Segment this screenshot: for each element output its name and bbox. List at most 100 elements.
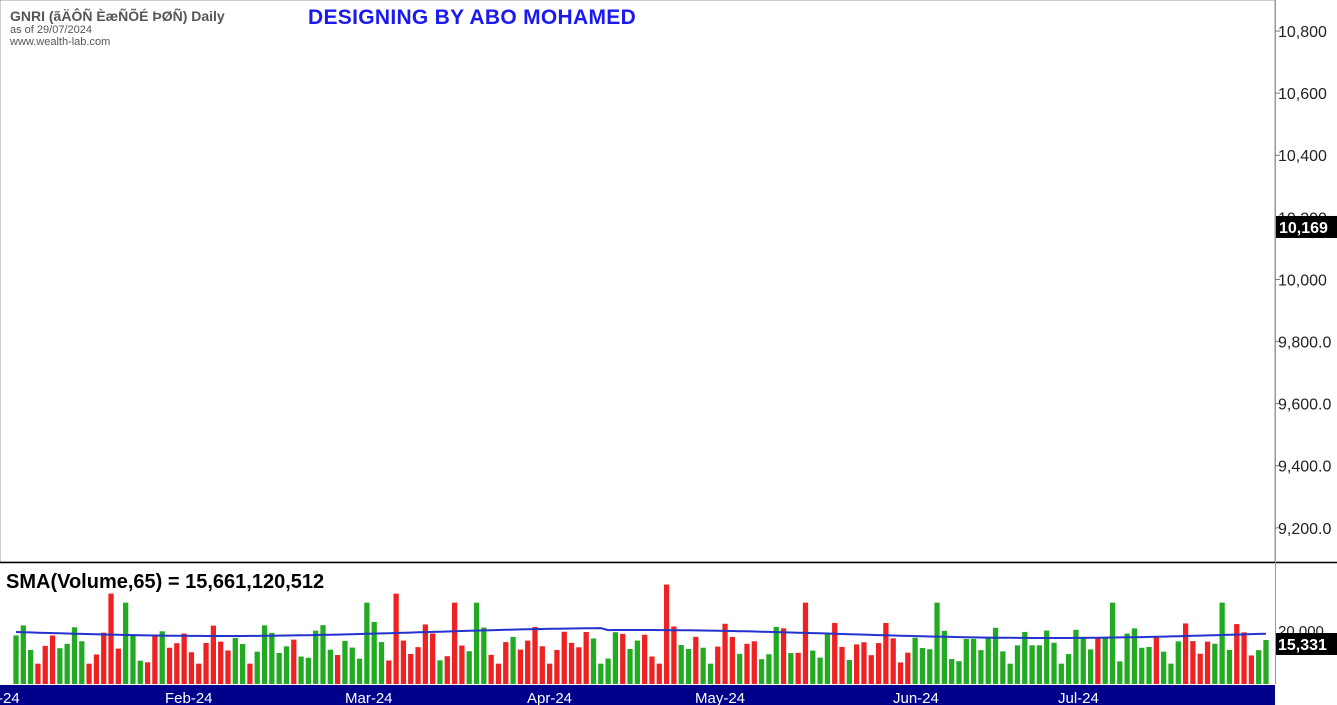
- volume-sma-label: SMA(Volume,65) = 15,661,120,512: [6, 571, 325, 593]
- volume-bar: [1044, 630, 1050, 684]
- volume-bar: [232, 638, 238, 684]
- volume-bar: [152, 635, 158, 684]
- volume-bar: [824, 634, 831, 684]
- volume-bar: [481, 627, 487, 684]
- volume-bar: [561, 631, 567, 684]
- volume-bar: [495, 663, 502, 684]
- volume-bar: [590, 638, 597, 684]
- volume-bar: [875, 643, 882, 684]
- volume-bar: [890, 638, 896, 684]
- volume-bar: [327, 649, 333, 684]
- price-panel-frame: [0, 0, 1276, 563]
- last-volume-label: 15,331: [1278, 637, 1327, 654]
- volume-bar: [123, 602, 129, 684]
- volume-bar: [254, 651, 260, 684]
- volume-bar: [693, 636, 699, 684]
- volume-bar: [766, 654, 772, 684]
- volume-bar: [239, 644, 246, 684]
- volume-bar: [444, 656, 450, 684]
- volume-bar: [671, 626, 677, 684]
- volume-bar: [649, 656, 655, 684]
- volume-bar: [101, 632, 107, 684]
- price-tick-label: 10,400: [1278, 148, 1327, 165]
- volume-bar: [1248, 655, 1255, 684]
- volume-bar: [305, 657, 312, 684]
- volume-bar: [488, 654, 494, 684]
- volume-bar: [459, 645, 465, 684]
- date-tick-label: May-24: [695, 690, 745, 705]
- volume-bar: [905, 652, 911, 684]
- volume-bar: [408, 653, 414, 684]
- volume-bar: [1022, 631, 1028, 684]
- volume-bar: [378, 642, 385, 684]
- volume-bar: [1095, 637, 1101, 684]
- volume-bar: [919, 647, 926, 684]
- price-tick-label: 10,600: [1278, 86, 1327, 103]
- volume-bar: [159, 631, 165, 684]
- volume-bar: [386, 660, 392, 684]
- volume-bar: [1117, 661, 1123, 684]
- price-tick-label: 9,200.0: [1278, 521, 1331, 538]
- volume-bar: [342, 640, 348, 684]
- volume-bar: [1226, 649, 1233, 684]
- volume-bar: [13, 635, 19, 684]
- symbol-title: GNRI (ãÄÔÑ ÈæÑÕÉ ÞØÑ) Daily: [10, 8, 225, 24]
- date-tick-label: Jun-24: [893, 690, 939, 705]
- volume-bar: [810, 650, 816, 684]
- volume-bar: [554, 649, 560, 684]
- volume-bar: [57, 648, 63, 684]
- volume-bar: [203, 642, 209, 684]
- date-axis-bar: [0, 685, 1275, 705]
- volume-bar: [1066, 654, 1072, 684]
- volume-bar: [1007, 663, 1013, 684]
- volume-bar: [313, 630, 319, 684]
- volume-bar: [612, 632, 619, 684]
- volume-bar: [1073, 629, 1079, 684]
- volume-bar: [795, 652, 801, 684]
- volume-bar: [1080, 636, 1086, 684]
- volume-bar: [802, 602, 809, 684]
- volume-bar: [1000, 651, 1006, 684]
- volume-bar: [466, 651, 472, 684]
- volume-bar: [883, 622, 889, 684]
- volume-bar: [1029, 645, 1035, 684]
- source-url: www.wealth-lab.com: [10, 36, 111, 48]
- volume-bar: [283, 646, 290, 684]
- volume-bar: [130, 634, 136, 684]
- volume-bar: [576, 647, 582, 684]
- volume-bar: [839, 646, 845, 684]
- volume-bar: [700, 647, 706, 684]
- volume-bar: [634, 640, 640, 684]
- volume-bar: [707, 663, 714, 684]
- volume-bar: [663, 584, 670, 684]
- volume-bar: [510, 636, 516, 684]
- volume-bar: [1051, 642, 1057, 684]
- price-tick-label: 10,800: [1278, 24, 1327, 41]
- volume-bar: [1241, 632, 1247, 684]
- last-price-label: 10,169: [1279, 220, 1328, 237]
- date-tick-label: Jul-24: [1058, 690, 1099, 705]
- volume-bar: [1058, 663, 1064, 684]
- volume-bar: [949, 659, 955, 684]
- volume-bar: [1212, 643, 1218, 684]
- volume-bar: [1036, 645, 1043, 684]
- volume-bar: [503, 642, 509, 684]
- volume-bar: [780, 628, 787, 684]
- volume-bar: [1175, 641, 1181, 684]
- chart-header: GNRI (ãÄÔÑ ÈæÑÕÉ ÞØÑ) Daily as of 29/07/…: [10, 8, 225, 48]
- last-price-badge: [1276, 215, 1337, 238]
- volume-bar: [422, 624, 428, 684]
- volume-bar: [568, 642, 575, 684]
- volume-bar: [371, 621, 377, 684]
- volume-bar: [79, 641, 85, 684]
- volume-sma-line: [15, 627, 1267, 639]
- volume-bar: [846, 660, 852, 684]
- volume-bar: [35, 663, 41, 684]
- price-tick-label: 10,000: [1278, 272, 1327, 289]
- volume-bar: [86, 663, 92, 684]
- volume-bar: [108, 593, 114, 684]
- volume-layer: [13, 584, 1269, 684]
- volume-bar: [583, 631, 589, 684]
- date-tick-label: Apr-24: [527, 690, 572, 705]
